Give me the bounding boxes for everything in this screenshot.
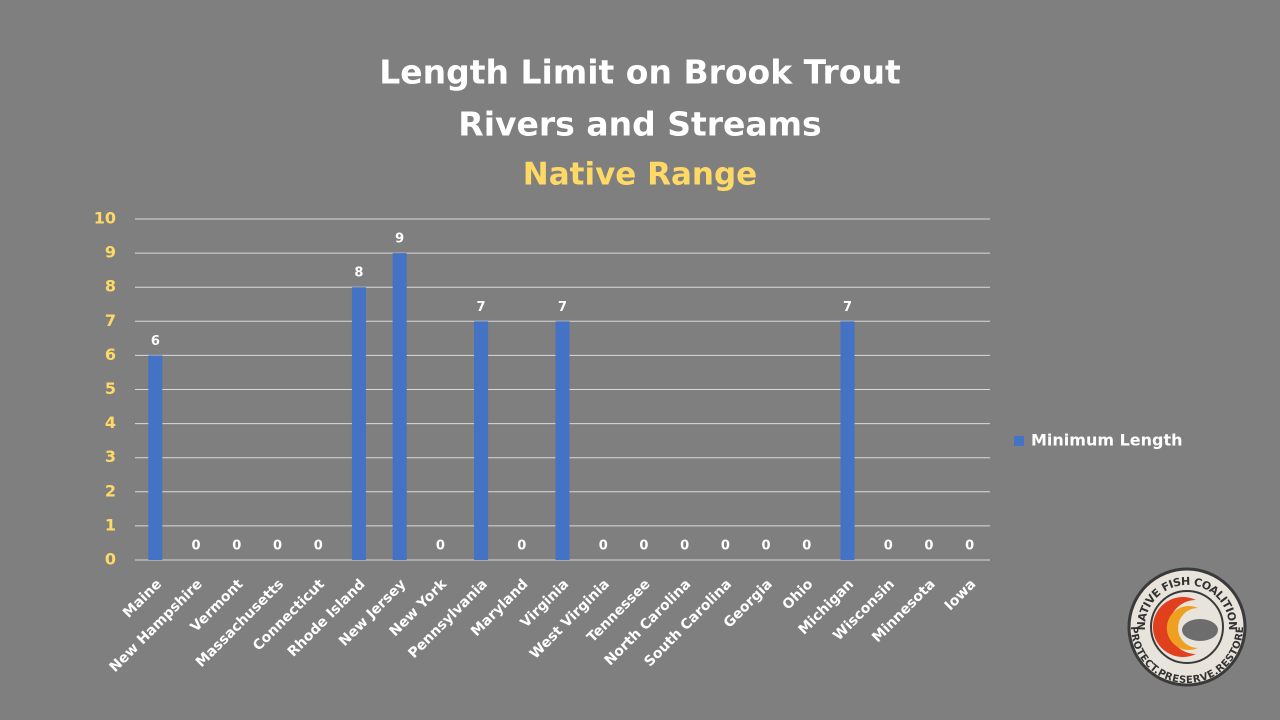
data-label: 0 [273, 539, 282, 554]
legend-label: Minimum Length [1031, 431, 1183, 450]
logo-crescent [1166, 606, 1198, 650]
data-label: 8 [354, 266, 363, 281]
y-tick-label: 4 [105, 413, 116, 432]
bar [840, 321, 855, 560]
data-label: 0 [680, 539, 689, 554]
y-tick-label: 6 [105, 345, 116, 364]
y-tick-label: 1 [105, 515, 116, 534]
logo-fish [1182, 619, 1218, 641]
data-label: 0 [436, 539, 445, 554]
data-label: 0 [192, 539, 201, 554]
data-label: 0 [517, 539, 526, 554]
y-tick-label: 8 [105, 277, 116, 296]
y-tick-label: 10 [94, 209, 116, 228]
data-label: 7 [843, 300, 852, 315]
bar [555, 321, 570, 560]
data-label: 0 [314, 539, 323, 554]
logo: NATIVE FISH COALITION PROTECT.PRESERVE.R… [1127, 567, 1247, 687]
data-label: 0 [924, 539, 933, 554]
data-label: 9 [395, 232, 404, 247]
data-label: 0 [639, 539, 648, 554]
chart-title: Rivers and Streams [458, 105, 821, 144]
y-tick-label: 2 [105, 481, 116, 500]
bar [148, 355, 163, 560]
bar [392, 253, 407, 560]
legend-swatch [1014, 436, 1024, 446]
data-label: 7 [477, 300, 486, 315]
data-label: 0 [762, 539, 771, 554]
data-label: 0 [232, 539, 241, 554]
bar [351, 287, 366, 560]
chart-subtitle: Native Range [523, 157, 757, 193]
data-label: 0 [884, 539, 893, 554]
y-tick-label: 5 [105, 379, 116, 398]
y-tick-label: 3 [105, 447, 116, 466]
data-label: 0 [599, 539, 608, 554]
chart-title: Length Limit on Brook Trout [379, 53, 901, 92]
logo-crescent [1152, 597, 1196, 658]
data-label: 0 [965, 539, 974, 554]
data-label: 7 [558, 300, 567, 315]
bar [474, 321, 489, 560]
data-label: 6 [151, 334, 160, 349]
y-tick-label: 0 [105, 550, 116, 569]
y-tick-label: 7 [105, 311, 116, 330]
data-label: 0 [802, 539, 811, 554]
y-tick-label: 9 [105, 243, 116, 262]
data-label: 0 [721, 539, 730, 554]
